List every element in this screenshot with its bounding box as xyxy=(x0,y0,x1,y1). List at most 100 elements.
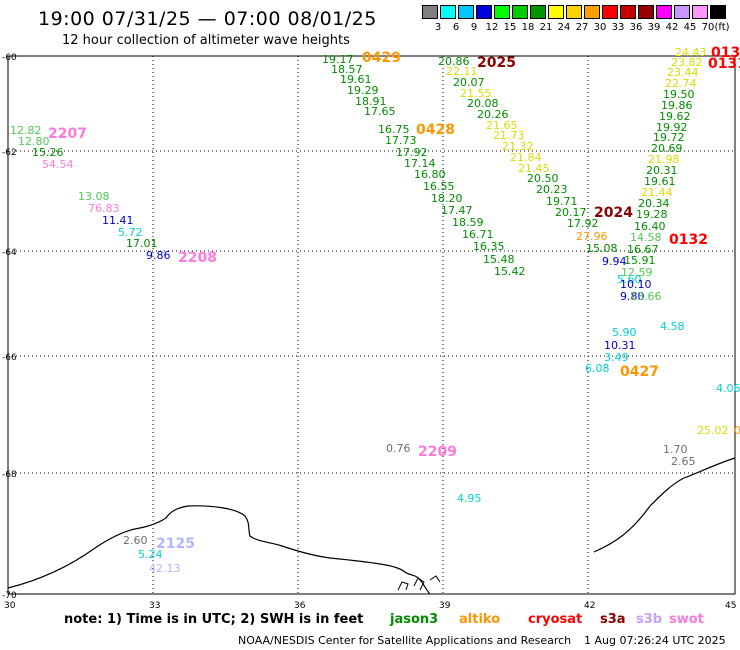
lat-label: -66 xyxy=(2,353,17,363)
wave-height-value: 17.47 xyxy=(441,204,473,217)
wave-height-value: 13.66 xyxy=(630,290,662,303)
wave-height-value: 22.11 xyxy=(446,65,478,78)
wave-height-value: 16.80 xyxy=(414,168,446,181)
legend-label: 33 xyxy=(611,22,625,33)
legend-label: 15 xyxy=(503,22,517,33)
wave-height-value: 16.71 xyxy=(462,228,494,241)
wave-height-value: 15.08 xyxy=(586,242,618,255)
wave-height-value: 21.84 xyxy=(510,151,542,164)
wave-height-value: 21.98 xyxy=(648,153,680,166)
wave-height-value: 19.28 xyxy=(636,208,668,221)
legend-swatch xyxy=(422,5,438,19)
wave-height-value: 12.80 xyxy=(18,135,50,148)
legend-swatch xyxy=(584,5,600,19)
map-title: 19:00 07/31/25 — 07:00 08/01/25 xyxy=(38,8,377,30)
lat-label: -70 xyxy=(2,591,17,601)
lon-label: 30 xyxy=(4,601,16,611)
wave-height-value: 10.10 xyxy=(620,278,652,291)
legend-swatch xyxy=(620,5,636,19)
pass-time-label: 0428 xyxy=(416,122,455,138)
wave-height-value: 16.40 xyxy=(634,220,666,233)
legend-label: 45 xyxy=(683,22,697,33)
wave-height-value: 24.43 xyxy=(675,46,707,59)
satellite-name: s3b xyxy=(636,612,663,627)
wave-height-value: 23.82 xyxy=(671,56,703,69)
wave-height-value: 76.83 xyxy=(88,202,120,215)
legend-swatch xyxy=(530,5,546,19)
wave-height-value: 20.08 xyxy=(467,97,499,110)
legend-label: 36 xyxy=(629,22,643,33)
wave-height-value: 9.94 xyxy=(602,255,627,268)
wave-height-value: 2.65 xyxy=(671,455,696,468)
pass-time-label: 2208 xyxy=(178,250,217,266)
wave-height-value: 17.65 xyxy=(364,105,396,118)
wave-height-value: 12.82 xyxy=(10,124,42,137)
wave-height-value: 17.01 xyxy=(126,237,158,250)
timestamp-text: 1 Aug 07:26:24 UTC 2025 xyxy=(584,634,726,647)
wave-height-value: 18.57 xyxy=(331,63,363,76)
wave-height-value: 4.95 xyxy=(457,492,482,505)
wave-height-value: 19.86 xyxy=(661,99,693,112)
plot-frame xyxy=(7,55,736,595)
wave-height-value: 19.61 xyxy=(340,73,372,86)
legend-swatch xyxy=(656,5,672,19)
legend-label: 12 xyxy=(485,22,499,33)
legend-swatch xyxy=(458,5,474,19)
legend-swatch xyxy=(710,5,726,19)
wave-height-value: 17.92 xyxy=(396,146,428,159)
legend-swatch xyxy=(548,5,564,19)
legend-label: 9 xyxy=(470,22,478,33)
legend-swatch xyxy=(476,5,492,19)
wave-height-value: 20.23 xyxy=(536,183,568,196)
wave-height-value: 3.49 xyxy=(604,351,629,364)
pass-time-label: 0429 xyxy=(362,50,401,66)
legend-label: 6 xyxy=(452,22,460,33)
wave-height-value: 20.26 xyxy=(477,108,509,121)
wave-height-value: 19.62 xyxy=(659,110,691,123)
legend-swatch xyxy=(512,5,528,19)
wave-height-value: 4.58 xyxy=(660,320,685,333)
legend-swatch xyxy=(602,5,618,19)
wave-height-value: 0 xyxy=(734,424,740,437)
legend-swatch xyxy=(494,5,510,19)
wave-height-value: 16.75 xyxy=(378,123,410,136)
pass-time-label: 2025 xyxy=(477,55,516,71)
wave-height-value: 6.08 xyxy=(585,362,610,375)
wave-height-value: 1.70 xyxy=(663,443,688,456)
wave-height-value: 20.50 xyxy=(527,172,559,185)
wave-height-value: 21.45 xyxy=(518,162,550,175)
note-text: note: 1) Time is in UTC; 2) SWH is in fe… xyxy=(64,612,364,627)
pass-time-label: 0131 xyxy=(708,56,740,72)
credit-text: NOAA/NESDIS Center for Satellite Applica… xyxy=(238,634,572,647)
legend-swatch xyxy=(440,5,456,19)
wave-height-value: 20.31 xyxy=(646,164,678,177)
legend-label: 18 xyxy=(521,22,535,33)
map-subtitle: 12 hour collection of altimeter wave hei… xyxy=(62,33,350,48)
lon-label: 45 xyxy=(725,601,736,611)
coastline-islands xyxy=(397,575,441,591)
wave-height-value: 54.54 xyxy=(42,158,74,171)
wave-height-value: 19.61 xyxy=(644,175,676,188)
wave-height-value: 5.90 xyxy=(612,326,637,339)
legend-label: 24 xyxy=(557,22,571,33)
wave-height-value: 21.32 xyxy=(502,140,534,153)
legend-swatch xyxy=(566,5,582,19)
lat-label: -68 xyxy=(2,470,17,480)
legend-label: 70 xyxy=(701,22,715,33)
wave-height-value: 15.26 xyxy=(32,146,64,159)
pass-time-label: 2024 xyxy=(594,205,633,221)
wave-height-value: 15.42 xyxy=(494,265,526,278)
wave-height-value: 22.74 xyxy=(665,77,697,90)
pass-labels: 0429 2025 0428 2024 0132 0427 01300131 2207 2208… xyxy=(48,45,740,552)
coastline xyxy=(7,505,431,595)
lat-label: -64 xyxy=(2,248,17,258)
legend-label: 30 xyxy=(593,22,607,33)
wave-height-value: 18.59 xyxy=(452,216,484,229)
wave-height-value: 0.76 xyxy=(386,442,411,455)
wave-height-value: 18.91 xyxy=(355,95,387,108)
lon-label: 42 xyxy=(584,601,595,611)
wave-height-value: 21.65 xyxy=(486,119,518,132)
